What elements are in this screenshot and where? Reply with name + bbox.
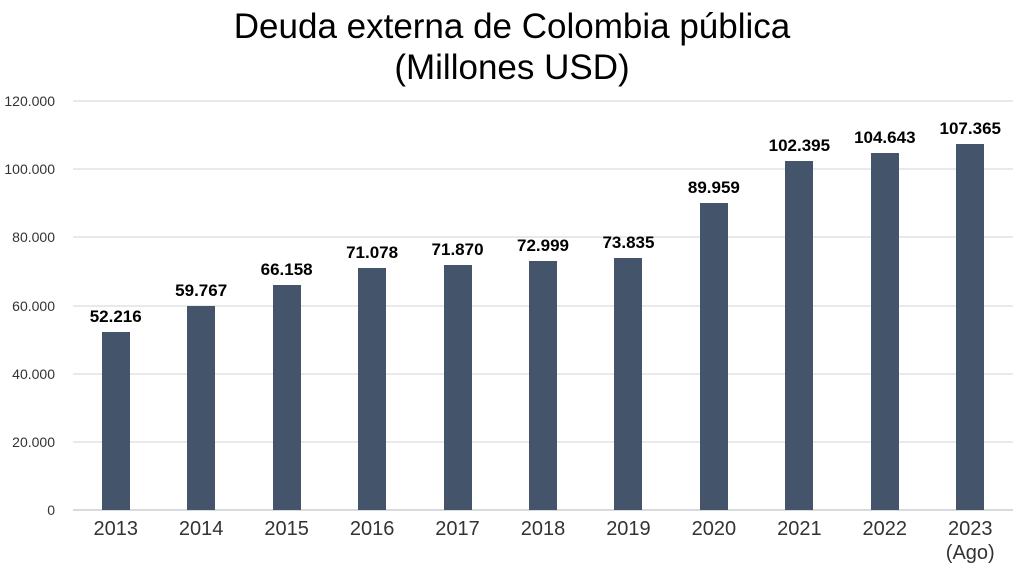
y-tick-label: 100.000 <box>4 161 55 178</box>
bar-value-label: 66.158 <box>260 259 313 279</box>
y-tick-label: 80.000 <box>12 229 55 246</box>
x-tick-year: 2019 <box>606 518 651 540</box>
bar-2013 <box>101 332 130 510</box>
bar-slot: 72.999 <box>500 101 585 510</box>
bar-value-label: 59.767 <box>175 281 228 301</box>
bar-2016 <box>358 267 387 510</box>
y-tick-label: 20.000 <box>12 433 55 450</box>
chart-title-line1: Deuda externa de Colombia pública <box>233 7 791 46</box>
y-tick-label: 60.000 <box>12 297 55 314</box>
bar-value-label: 102.395 <box>768 136 831 156</box>
x-axis: 2013 2014 2015 2016 2017 2018 2019 2020 2021 2022… <box>73 517 1013 565</box>
y-tick-label: 40.000 <box>12 365 55 382</box>
x-tick-label: 2021 <box>757 517 842 565</box>
bar-2018 <box>528 261 557 510</box>
bar-slot: 52.216 <box>73 101 158 510</box>
y-axis-labels: 0 20.000 40.000 60.000 80.000 100.000 120.000 <box>0 93 55 518</box>
bar-value-label: 107.365 <box>939 119 1001 139</box>
bar-slot: 66.158 <box>244 101 329 510</box>
x-tick-label: 2018 <box>500 517 585 565</box>
bar-slot: 59.767 <box>158 101 243 510</box>
chart-title: Deuda externa de Colombia pública (Millo… <box>0 6 1024 88</box>
gridline <box>73 100 1013 102</box>
x-tick-year: 2014 <box>178 518 224 540</box>
bar-value-label: 71.870 <box>431 240 484 260</box>
bar-value-label: 71.078 <box>346 242 399 262</box>
x-tick-year: 2017 <box>435 518 480 540</box>
chart-title-line2: (Millones USD) <box>394 48 630 87</box>
x-tick-label: 2015 <box>244 517 329 565</box>
bar-value-label: 104.643 <box>854 128 916 148</box>
bar-slot: 71.078 <box>329 101 414 510</box>
bar-2020 <box>699 203 728 510</box>
bar-2014 <box>187 306 216 510</box>
x-tick-sublabel: (Ago) <box>945 542 995 564</box>
bar-2017 <box>443 265 472 510</box>
bar-2019 <box>614 258 643 510</box>
bar-2023 <box>956 144 985 510</box>
x-tick-year: 2021 <box>777 518 822 540</box>
bar-value-label: 72.999 <box>516 236 569 256</box>
plot-area: 52.216 59.767 66.158 71.078 71.870 72.999 73.8… <box>73 100 1013 511</box>
bar-value-label: 73.835 <box>602 233 655 253</box>
x-tick-label: 2013 <box>73 517 158 565</box>
x-tick-label: 2014 <box>158 517 243 565</box>
x-tick-year: 2013 <box>93 518 138 540</box>
gridline <box>73 236 1013 239</box>
x-tick-year: 2018 <box>520 518 566 540</box>
x-tick-label: 2020 <box>671 517 756 565</box>
bar-slot: 89.959 <box>671 101 756 510</box>
x-tick-label: 2019 <box>586 517 671 565</box>
bar-value-label: 52.216 <box>89 307 142 327</box>
bar-2015 <box>272 284 301 510</box>
x-tick-year: 2015 <box>264 518 309 540</box>
x-tick-label: 2017 <box>415 517 500 565</box>
x-tick-year: 2023 <box>948 518 993 540</box>
gridline <box>73 168 1013 171</box>
x-axis-baseline <box>73 509 1013 511</box>
bar-value-label: 89.959 <box>687 178 740 198</box>
bar-slot: 73.835 <box>586 101 671 510</box>
bar-2022 <box>870 153 899 510</box>
bars: 52.216 59.767 66.158 71.078 71.870 72.999 73.8… <box>73 101 1013 510</box>
bar-slot: 102.395 <box>757 101 842 510</box>
x-tick-year: 2020 <box>691 518 737 540</box>
bar-slot: 107.365 <box>928 101 1013 510</box>
x-tick-label: 2022 <box>842 517 927 565</box>
y-tick-label: 0 <box>47 502 55 518</box>
x-tick-year: 2022 <box>862 518 908 540</box>
bar-slot: 71.870 <box>415 101 500 510</box>
bar-slot: 104.643 <box>842 101 927 510</box>
x-tick-label: 2023 (Ago) <box>928 517 1013 565</box>
bar-2021 <box>785 161 814 510</box>
x-tick-year: 2016 <box>349 518 395 540</box>
y-tick-label: 120.000 <box>4 93 55 109</box>
x-tick-label: 2016 <box>329 517 414 565</box>
